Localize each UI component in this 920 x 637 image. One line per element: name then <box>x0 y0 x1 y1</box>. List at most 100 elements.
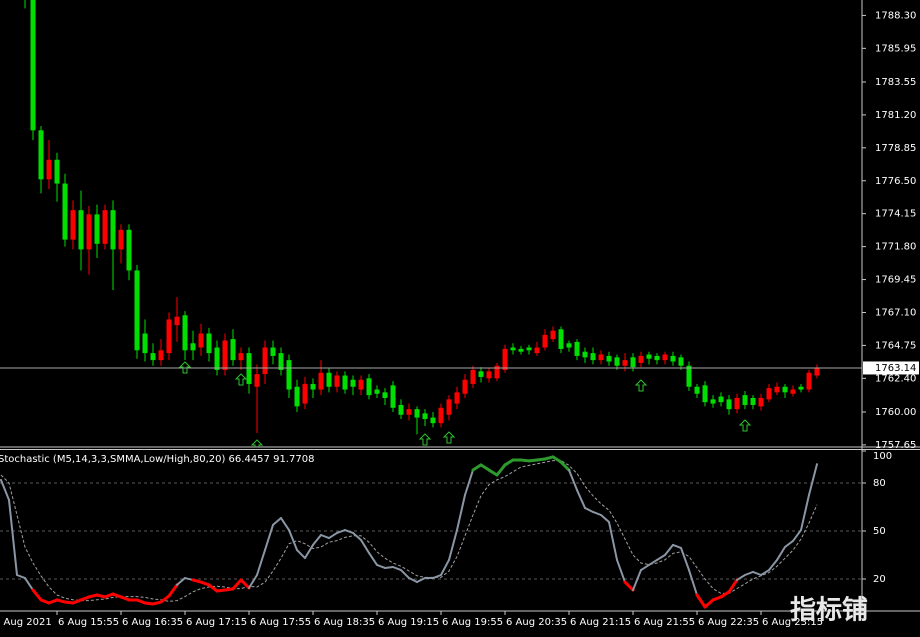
stochastic-main-segment <box>296 549 306 560</box>
candle-body <box>454 392 460 404</box>
candle-body <box>86 214 92 250</box>
candle-body <box>62 183 68 240</box>
stochastic-main-segment <box>800 494 810 532</box>
candle-body <box>54 159 60 184</box>
candle-body <box>558 329 564 349</box>
stochastic-main-segment <box>640 563 650 572</box>
stochastic-main-segment <box>703 598 715 609</box>
candle-body <box>366 378 372 396</box>
stochastic-main-segment <box>328 531 338 540</box>
x-tick-label: 6 Aug 17:15 <box>186 617 247 628</box>
candle-body <box>206 333 212 354</box>
candle-body <box>246 353 252 384</box>
candle-body <box>358 379 364 390</box>
candle-body <box>638 355 644 363</box>
y-tick-label: 1769.45 <box>875 275 916 286</box>
candle-body <box>134 270 140 351</box>
candle-body <box>126 229 132 271</box>
stochastic-main-segment <box>600 514 610 524</box>
candle-body <box>494 365 500 379</box>
candle-body <box>278 353 284 370</box>
candle-body <box>486 371 492 379</box>
candle-body <box>374 389 380 394</box>
stochastic-main-segment <box>664 543 674 556</box>
candle-body <box>158 350 164 361</box>
y-tick-label: 1760.00 <box>875 407 916 418</box>
stochastic-main-segment <box>479 463 491 472</box>
y-tick-label: 1774.15 <box>875 209 916 220</box>
stochastic-main-segment <box>680 546 690 572</box>
x-tick-label: 6 Aug 23:15 <box>762 617 823 628</box>
stochastic-main-segment <box>616 558 626 584</box>
stochastic-main-segment <box>312 534 322 546</box>
candle-body <box>718 396 724 403</box>
stochastic-main-segment <box>432 574 442 580</box>
candle-body <box>710 399 716 404</box>
candle-body <box>774 386 780 393</box>
y-tick-label: 1762.40 <box>875 373 916 384</box>
stochastic-main-segment <box>288 529 298 552</box>
stochastic-main-segment <box>239 578 251 590</box>
candle-body <box>750 397 756 405</box>
stochastic-main-segment <box>568 469 578 492</box>
stochastic-main-segment <box>360 538 370 554</box>
candle-body <box>518 348 524 352</box>
candle-body <box>150 353 156 361</box>
candle-body <box>38 130 44 180</box>
stochastic-main-segment <box>760 569 770 576</box>
stochastic-main-segment <box>503 458 515 467</box>
y-tick-label: 100 <box>873 451 892 462</box>
stochastic-main-segment <box>672 543 682 549</box>
stochastic-main-segment <box>352 531 362 541</box>
y-tick-label: 20 <box>873 574 886 585</box>
stochastic-main-segment <box>656 554 666 561</box>
candle-body <box>342 375 348 390</box>
candle-body <box>462 379 468 394</box>
candle-body <box>302 383 308 404</box>
candle-body <box>102 210 108 244</box>
stochastic-main-segment <box>264 523 274 552</box>
y-tick-label: 1771.80 <box>875 242 916 253</box>
x-tick-label: 6 Aug 17:55 <box>250 617 311 628</box>
stochastic-main-segment <box>207 583 219 593</box>
x-tick-label: 6 Aug 15:55 <box>58 617 119 628</box>
stochastic-main-segment <box>272 517 282 526</box>
x-tick-label: 6 Aug 2021 <box>0 617 52 628</box>
candle-body <box>614 357 620 366</box>
candle-body <box>814 367 820 376</box>
stochastic-main-segment <box>559 460 571 472</box>
candle-body <box>606 355 612 362</box>
candle-body <box>566 343 572 348</box>
candle-body <box>166 319 172 354</box>
candle-body <box>318 372 324 390</box>
candle-body <box>478 371 484 377</box>
stochastic-main-segment <box>167 583 179 598</box>
candle-body <box>142 333 148 354</box>
y-tick-label: 1764.75 <box>875 340 916 351</box>
stochastic-main-segment <box>24 577 34 592</box>
stochastic-main-segment <box>376 563 386 569</box>
indicator-title: Stochastic (M5,14,3,3,SMMA,Low/High,80,2… <box>0 454 314 465</box>
candle-body <box>390 385 396 408</box>
candle-body <box>766 388 772 400</box>
candle-body <box>630 357 636 368</box>
stochastic-main-segment <box>8 498 18 576</box>
candle-body <box>118 229 124 250</box>
candle-body <box>406 409 412 415</box>
stochastic-main-segment <box>744 570 754 576</box>
x-tick-label: 6 Aug 18:35 <box>314 617 375 628</box>
x-tick-label: 6 Aug 16:35 <box>122 617 183 628</box>
stochastic-main-segment <box>592 510 602 516</box>
current-price-box <box>863 361 919 375</box>
y-tick-label: 50 <box>873 526 886 537</box>
candle-body <box>182 315 188 351</box>
candle-body <box>46 159 52 180</box>
candle-body <box>414 409 420 418</box>
candle-body <box>334 375 340 387</box>
price-panel <box>0 0 862 435</box>
stochastic-main-segment <box>416 577 426 584</box>
candle-body <box>726 399 732 410</box>
stochastic-main-segment <box>648 558 658 566</box>
x-tick-label: 6 Aug 21:15 <box>570 617 631 628</box>
